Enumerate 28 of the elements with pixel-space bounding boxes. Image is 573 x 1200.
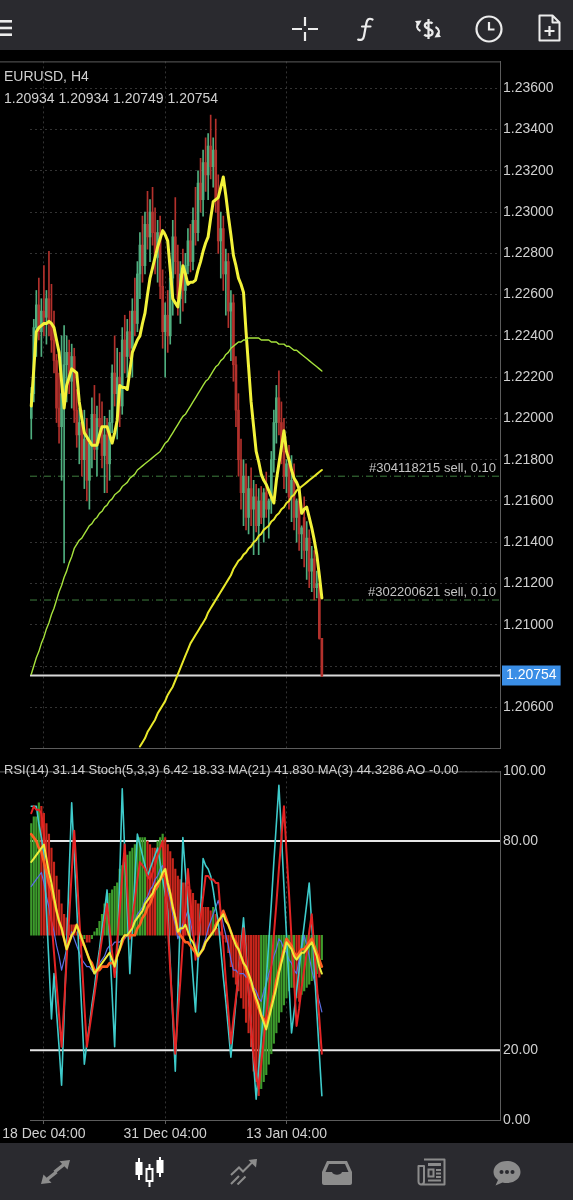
y-tick-label: 100.00: [503, 762, 547, 779]
y-tick-label: 1.22800: [503, 244, 554, 261]
ref-line-label: #304118215 sell, 0.10: [369, 459, 496, 475]
y-tick-label: 0.00: [503, 1110, 531, 1127]
y-tick-label: 1.22000: [503, 409, 554, 426]
y-tick-label: 80.00: [503, 831, 539, 848]
y-tick-label: 1.23000: [503, 202, 554, 219]
y-tick-label: 1.22400: [503, 326, 554, 343]
y-tick-label: 1.23600: [503, 79, 554, 96]
y-tick-label: 1.21000: [503, 615, 554, 632]
y-tick-label: 1.23200: [503, 161, 554, 178]
x-tick-label: 31 Dec 04:00: [123, 1125, 208, 1142]
ref-line-label: #302200621 sell, 0.10: [368, 583, 496, 599]
chart-title: RSI(14) 31.14 Stoch(5,3,3) 6.42 18.33 MA(21) 41.830 MA(3) 44.3286 AO -0.00: [4, 761, 459, 777]
y-tick-label: 1.21600: [503, 491, 554, 508]
y-tick-label: 1.22200: [503, 368, 554, 384]
y-tick-label: 1.20600: [503, 698, 554, 715]
x-tick-label: 18 Dec 04:00: [2, 1125, 86, 1142]
ref-line-label: 1.20754: [506, 666, 557, 683]
text: EURUSD, H4: [4, 67, 90, 84]
y-tick-label: 1.21200: [503, 574, 554, 591]
text: 1.20934 1.20934 1.20749 1.20754: [4, 89, 219, 106]
y-tick-label: 1.21400: [503, 533, 554, 550]
y-tick-label: 1.23400: [503, 120, 554, 137]
y-tick-label: 1.22600: [503, 285, 554, 302]
y-tick-label: 1.21800: [503, 450, 554, 467]
y-tick-label: 20.00: [503, 1041, 539, 1058]
x-tick-label: 13 Jan 04:00: [245, 1125, 328, 1142]
